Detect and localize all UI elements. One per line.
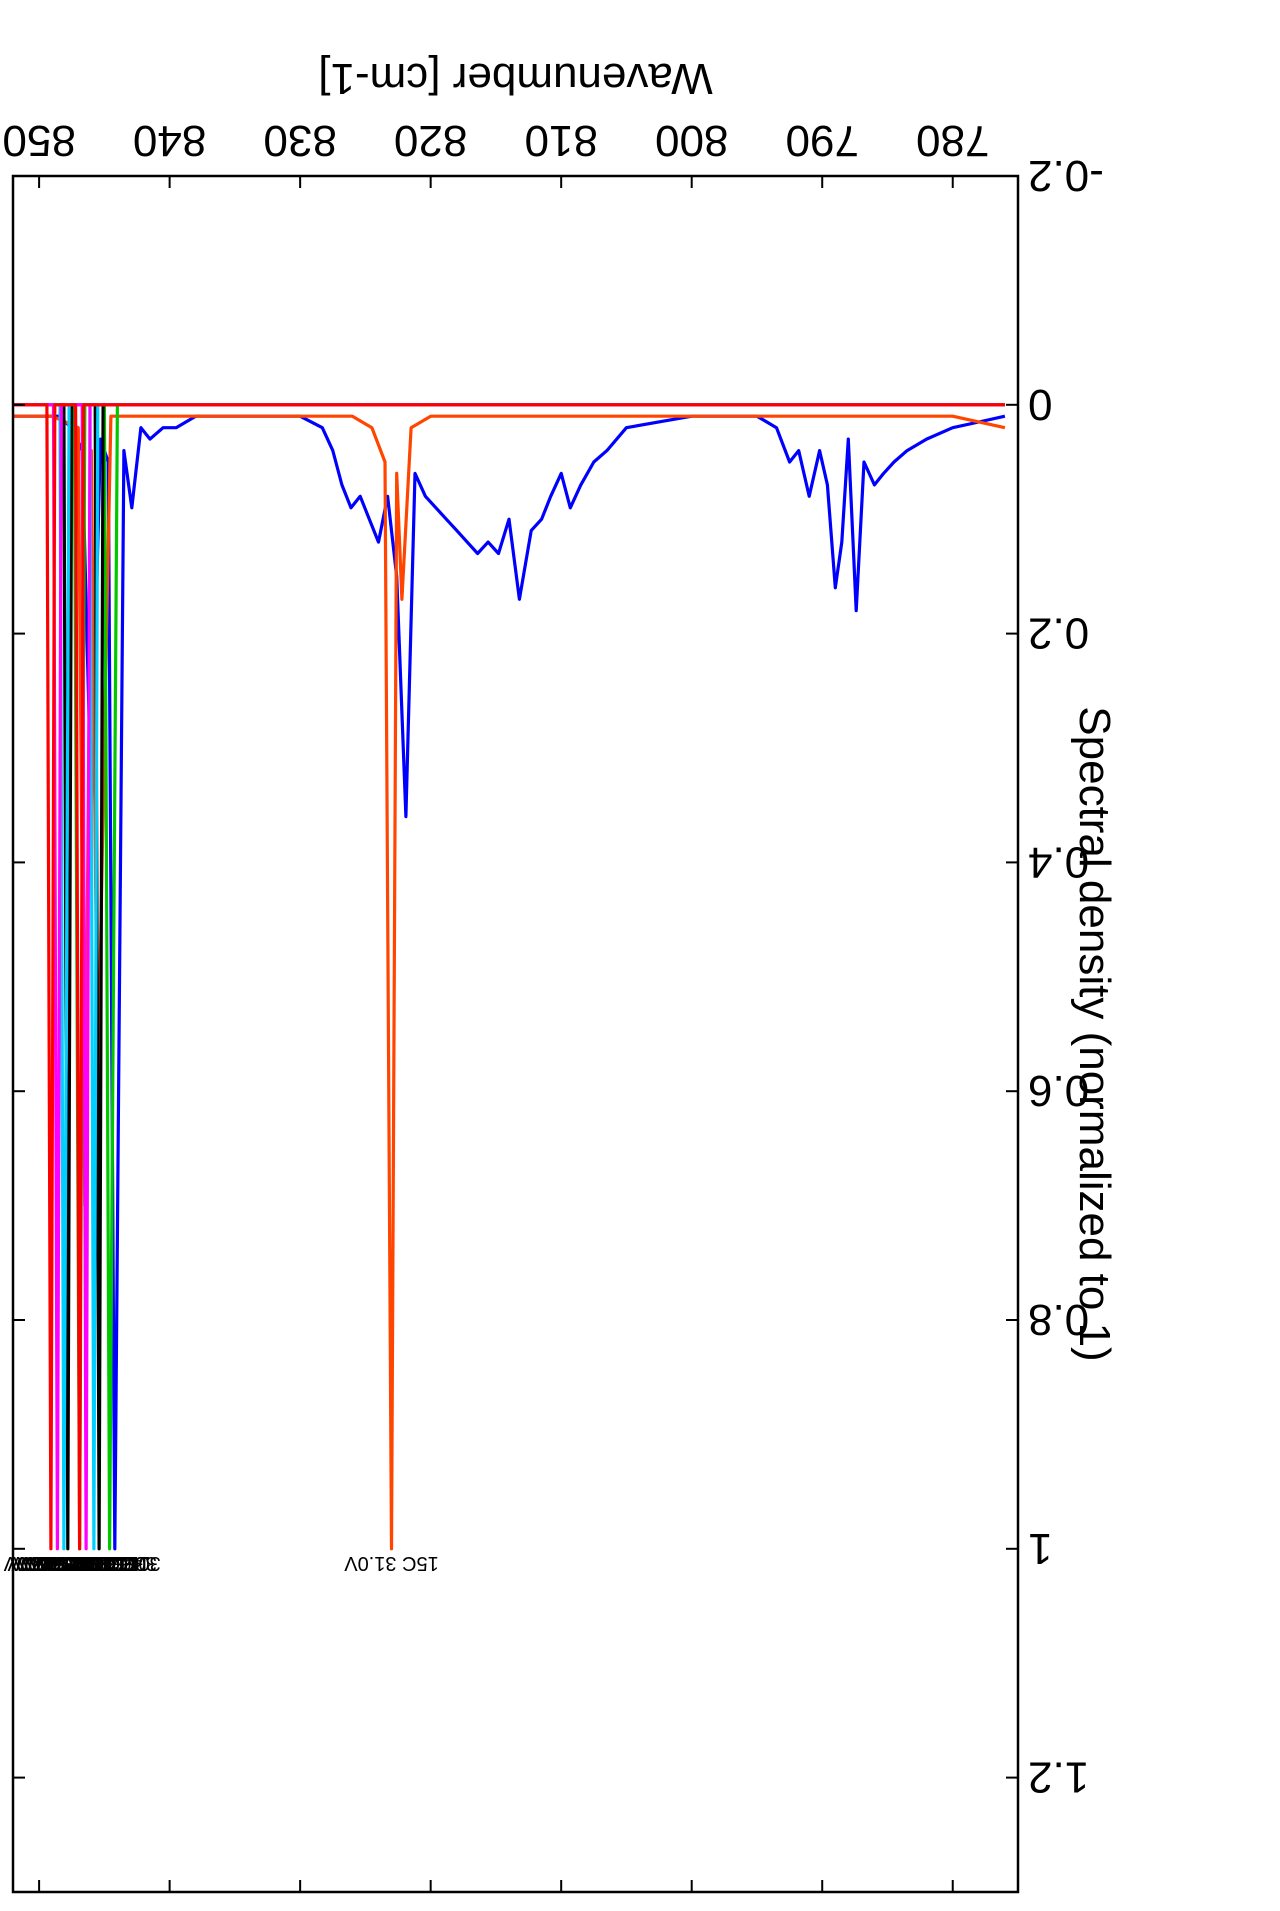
peak-label: 15C 33.0V — [32, 1552, 127, 1574]
x-tick-label: 850 — [2, 116, 75, 165]
peak-label: 15C 34.0V — [19, 1552, 114, 1574]
y-axis-title: Spectral density (normalized to 1) — [1070, 706, 1119, 1361]
peak-label: 40C 31.0V — [47, 1552, 142, 1574]
y-tick-label: 0.2 — [1028, 609, 1089, 658]
y-tick-label: 0.8 — [1028, 1295, 1089, 1344]
peak-label: 30C 31.0V — [62, 1552, 157, 1574]
spectrum-line-6 — [13, 403, 1005, 1551]
peak-label: 30C 31.0V — [66, 1552, 161, 1574]
x-tick-label: 810 — [524, 116, 597, 165]
rotated-figure: 780 790 800 810 820 830 840 850 -0.2 0 0.2 0.4 0.6 0… — [2, 54, 1119, 1894]
y-tick-label: 0 — [1028, 380, 1052, 429]
y-tick-label: 1.2 — [1028, 1753, 1089, 1802]
x-axis-ticks: 780 790 800 810 820 830 840 850 — [2, 116, 989, 1892]
peak-label: 15C 32.0V — [43, 1552, 138, 1574]
x-tick-label: 830 — [263, 116, 336, 165]
x-tick-label: 840 — [133, 116, 206, 165]
y-tick-label: -0.2 — [1028, 151, 1104, 200]
peak-label: 30C 41.0V — [3, 1552, 98, 1574]
peak-label: 40C 34.0V — [11, 1552, 106, 1574]
x-tick-label: 800 — [655, 116, 728, 165]
y-tick-label: 0.4 — [1028, 837, 1089, 886]
peak-label: 30C 32.0V — [39, 1552, 134, 1574]
peak-label: 30C 33.0V — [26, 1552, 121, 1574]
x-tick-label: 780 — [916, 116, 989, 165]
peak-label: 15C 31.0V — [344, 1552, 439, 1574]
peak-label: 40C 32.0V — [36, 1552, 131, 1574]
peak-label: 30C 31.0V — [51, 1552, 146, 1574]
y-axis-ticks: -0.2 0 0.2 0.4 0.6 0.8 1 1.2 — [13, 151, 1104, 1802]
x-tick-label: 790 — [786, 116, 859, 165]
y-tick-label: 1 — [1028, 1524, 1052, 1573]
series-layer — [13, 403, 1006, 1551]
y-tick-label: 0.6 — [1028, 1066, 1089, 1115]
x-tick-label: 820 — [394, 116, 467, 165]
axes-frame — [11, 174, 1020, 1894]
peak-label: 15C 31.0V — [55, 1552, 150, 1574]
peak-label: 40C 33.0V — [23, 1552, 118, 1574]
plot-area-border — [11, 174, 1020, 1894]
spectrum-line-0 — [13, 414, 1006, 1551]
peak-label: 30C 34.0V — [15, 1552, 110, 1574]
peak-label: 30C 35.0V — [7, 1552, 102, 1574]
x-axis-title: Wavenumber [cm-1] — [318, 54, 712, 103]
